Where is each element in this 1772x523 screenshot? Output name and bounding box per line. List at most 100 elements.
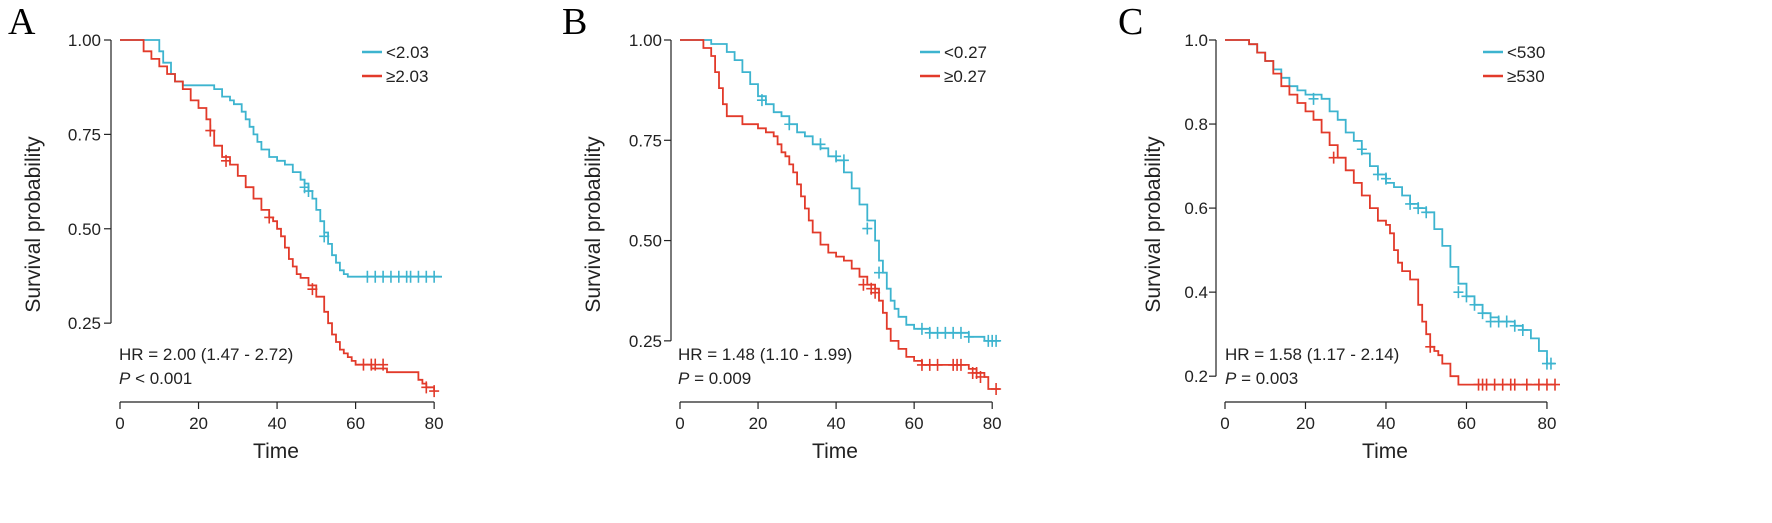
censor-mark (1517, 323, 1528, 336)
x-tick-label: 20 (1296, 414, 1315, 433)
p-value-annotation: P = 0.003 (1225, 369, 1298, 388)
hr-annotation: HR = 2.00 (1.47 - 2.72) (119, 345, 293, 364)
panel-letter: A (8, 1, 36, 43)
censor-mark (1461, 290, 1472, 303)
x-tick-label: 40 (827, 414, 846, 433)
y-axis-title: Survival probability (582, 136, 605, 313)
y-tick-label: 1.00 (629, 31, 662, 50)
censor-mark (307, 283, 318, 296)
censor-mark (1469, 298, 1480, 311)
censor-mark (1425, 340, 1436, 353)
censor-mark (303, 185, 314, 198)
y-tick-label: 0.25 (68, 314, 101, 333)
panel-a: A 0 20 40 60 80 1.00 0.75 0.50 0.25 Time Survival p… (8, 1, 444, 463)
x-axis-title: Time (1362, 440, 1408, 463)
y-tick-label: 0.4 (1184, 283, 1208, 302)
x-tick-label: 80 (425, 414, 444, 433)
censor-mark (1550, 378, 1560, 391)
censor-mark (319, 230, 330, 243)
censor-mark (831, 150, 842, 163)
censor-mark (1356, 143, 1367, 156)
censor-mark (1509, 378, 1520, 391)
censor-mark (264, 211, 275, 224)
censor-mark (815, 138, 826, 151)
censor-mark (975, 370, 986, 383)
censor-mark (870, 286, 881, 299)
x-tick-label: 60 (1457, 414, 1476, 433)
censor-mark (955, 358, 966, 371)
censor-mark (1372, 168, 1383, 181)
censor-mark (1421, 206, 1432, 219)
km-curve-low (1225, 39, 1555, 365)
legend-label: <2.03 (386, 43, 429, 62)
censor-mark (756, 94, 767, 107)
x-tick-label: 80 (983, 414, 1002, 433)
censor-mark (858, 278, 869, 291)
censor-mark (916, 322, 927, 335)
censor-mark (1477, 307, 1488, 320)
censor-mark (421, 381, 432, 394)
censor-mark (1328, 151, 1339, 164)
y-tick-label: 0.50 (68, 220, 101, 239)
censor-mark (1545, 357, 1556, 370)
censor-mark (429, 270, 440, 283)
legend-label: ≥2.03 (386, 67, 428, 86)
y-tick-label: 0.8 (1184, 115, 1208, 134)
censor-mark (1405, 197, 1416, 210)
x-tick-label: 0 (115, 414, 124, 433)
censor-mark (221, 154, 232, 167)
legend-label: <0.27 (944, 43, 987, 62)
x-tick-label: 0 (1220, 414, 1229, 433)
censor-mark (991, 382, 1002, 395)
x-axis-title: Time (812, 440, 858, 463)
x-tick-label: 60 (346, 414, 365, 433)
legend-label: ≥0.27 (944, 67, 986, 86)
panel-b: B 0 20 40 60 80 1.00 0.75 0.50 0.25 Time Survival p… (562, 1, 1002, 463)
censor-mark (1380, 172, 1391, 185)
y-axis-title: Survival probability (1142, 136, 1165, 313)
censor-mark (205, 124, 216, 137)
y-tick-label: 0.25 (629, 332, 662, 351)
km-curve-high (120, 39, 435, 392)
y-tick-label: 0.75 (629, 131, 662, 150)
censor-mark (963, 330, 974, 343)
censor-mark (874, 266, 885, 279)
censor-mark (1453, 286, 1464, 299)
y-tick-label: 0.6 (1184, 199, 1208, 218)
censor-mark (1501, 315, 1512, 328)
km-curve-low (680, 39, 1000, 342)
legend-label: <530 (1507, 43, 1545, 62)
censor-mark (991, 334, 1002, 347)
x-tick-label: 40 (268, 414, 287, 433)
hr-annotation: HR = 1.58 (1.17 - 2.14) (1225, 345, 1399, 364)
y-tick-label: 0.50 (629, 232, 662, 251)
censor-mark (955, 326, 966, 339)
p-value-annotation: P < 0.001 (119, 369, 192, 388)
censor-mark (784, 118, 795, 131)
x-tick-label: 20 (189, 414, 208, 433)
km-curve-high (1225, 39, 1555, 386)
y-tick-label: 0.2 (1184, 367, 1208, 386)
y-tick-label: 1.00 (68, 31, 101, 50)
x-tick-label: 40 (1377, 414, 1396, 433)
panel-c: C 0 20 40 60 80 1.0 0.8 0.6 0.4 0.2 Time Survival pr… (1118, 1, 1560, 463)
y-axis-title: Survival probability (22, 136, 45, 313)
hr-annotation: HR = 1.48 (1.10 - 1.99) (678, 345, 852, 364)
x-tick-label: 80 (1537, 414, 1556, 433)
censor-mark (838, 154, 849, 167)
censor-mark (1521, 378, 1532, 391)
x-tick-label: 20 (749, 414, 768, 433)
censor-mark (862, 222, 873, 235)
p-value-annotation: P = 0.009 (678, 369, 751, 388)
censor-mark (1308, 92, 1319, 105)
panel-letter: B (562, 1, 587, 43)
x-tick-label: 60 (905, 414, 924, 433)
x-tick-label: 0 (675, 414, 684, 433)
censor-mark (932, 358, 943, 371)
km-curve-high (680, 39, 1000, 390)
legend-label: ≥530 (1507, 67, 1545, 86)
censor-mark (1509, 319, 1520, 332)
x-axis-title: Time (253, 440, 299, 463)
y-tick-label: 1.0 (1184, 31, 1208, 50)
